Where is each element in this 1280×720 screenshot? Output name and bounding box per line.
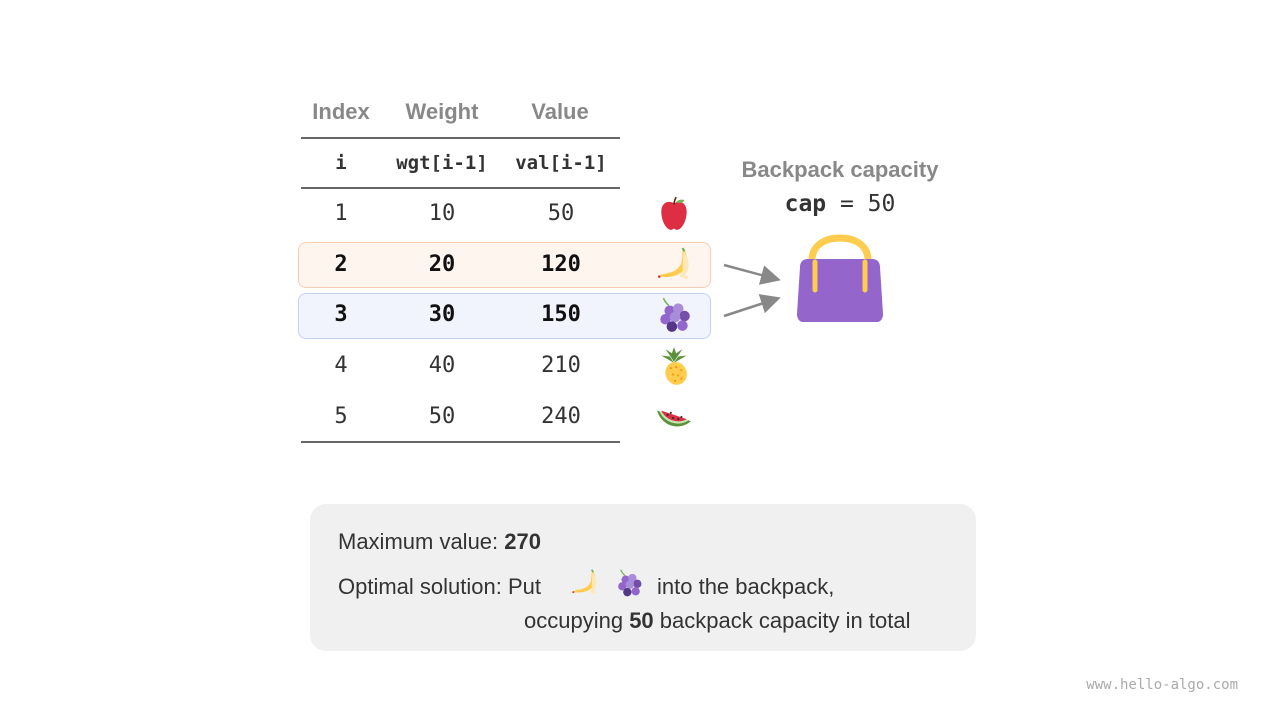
grapes-icon (655, 296, 693, 334)
apple-icon (655, 195, 693, 233)
subheader-wgt: wgt[i-1] (396, 152, 488, 174)
cell-index: 4 (334, 353, 348, 379)
cell-weight: 10 (428, 201, 456, 226)
cell-weight: 50 (428, 403, 456, 429)
banana-icon (655, 246, 693, 284)
max-value-label: Maximum value: (338, 529, 505, 554)
backpack-title: Backpack capacity (741, 157, 939, 182)
header-weight: Weight (405, 99, 479, 124)
cell-weight: 40 (428, 353, 456, 379)
highlight-row-2 (298, 242, 711, 288)
summary-panel (310, 504, 976, 651)
arrows (723, 263, 781, 318)
subheader-val: val[i-1] (515, 152, 607, 174)
occupying-value: 50 (629, 608, 654, 633)
occupying-post: backpack capacity in total (653, 608, 911, 633)
highlight-row-3 (298, 293, 711, 339)
arrow-grapes (723, 294, 781, 318)
occupying-pre: occupying (524, 608, 630, 633)
cell-value: 120 (541, 251, 581, 277)
cell-index: 2 (334, 251, 348, 277)
cell-weight: 20 (428, 251, 456, 277)
table-bottom-rule (301, 441, 620, 443)
cell-index: 1 (334, 201, 348, 226)
grapes-icon (614, 568, 644, 598)
banana-icon (570, 568, 600, 598)
cell-value: 150 (541, 302, 581, 328)
subheader-i: i (335, 152, 347, 174)
cell-index: 5 (334, 403, 348, 429)
cap-var: cap (784, 191, 827, 217)
arrow-banana (723, 263, 781, 285)
cell-value: 240 (541, 403, 581, 429)
cell-value: 50 (547, 201, 575, 226)
max-value-line: Maximum value: 270 (338, 529, 541, 555)
table-top-rule (301, 137, 620, 139)
solution-mid: into the backpack, (657, 574, 835, 599)
occupying-line: occupying 50 backpack capacity in total (524, 608, 910, 634)
watermark: www.hello-algo.com (1086, 677, 1238, 693)
table-mid-rule (301, 187, 620, 189)
backpack-icon (797, 234, 883, 322)
watermelon-icon (655, 398, 693, 436)
cell-value: 210 (541, 353, 581, 379)
cell-weight: 30 (428, 302, 456, 328)
cap-value: = 50 (826, 191, 896, 217)
capacity-label: cap = 50 (700, 191, 980, 217)
pineapple-icon (655, 347, 693, 385)
header-index: Index (312, 99, 370, 124)
cell-index: 3 (334, 302, 348, 328)
solution-label: Optimal solution: Put (338, 574, 541, 599)
header-value: Value (531, 99, 589, 124)
max-value: 270 (504, 529, 541, 554)
